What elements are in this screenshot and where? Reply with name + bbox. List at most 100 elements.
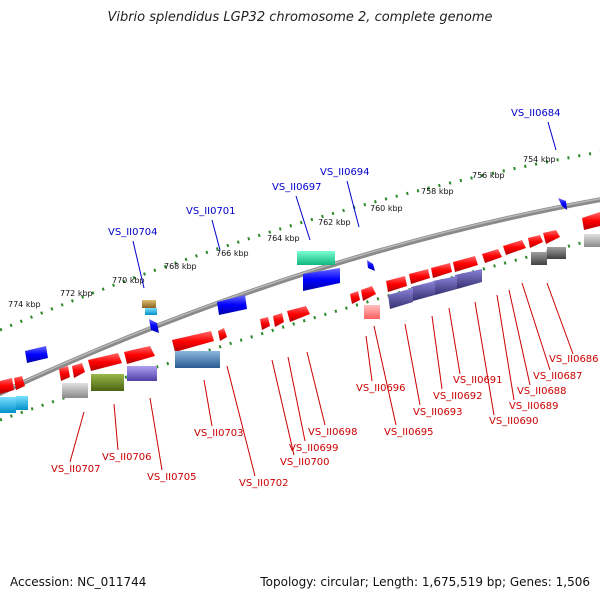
gene-label-bottom[interactable]: VS_II0686 (549, 354, 599, 365)
gene-feature-VS_II0687[interactable] (543, 230, 560, 244)
gene-feature-VS_II0699[interactable] (273, 313, 284, 327)
scale-tick-label: 768 kbp (164, 262, 197, 271)
gene-leader-line (203, 379, 213, 427)
scale-tick-label: 772 kbp (60, 289, 93, 298)
gene-feature-VS_II0691-cog[interactable] (455, 269, 482, 289)
gene-feature-VS_II0689[interactable] (503, 240, 526, 255)
gene-label-bottom[interactable]: VS_II0696 (356, 383, 406, 394)
gene-feature-VS_II0692-cog[interactable] (433, 276, 457, 295)
gene-label-bottom[interactable]: VS_II0691 (453, 375, 503, 386)
chromosome-backbone-highlight (0, 198, 600, 394)
gene-feature-VS_II0688[interactable] (528, 235, 543, 248)
gene-feature-VS_II0705[interactable] (124, 346, 155, 364)
gene-leader-line (474, 301, 495, 416)
gene-feature-VS_II0692[interactable] (431, 263, 452, 278)
accession-text: Accession: NC_011744 (10, 575, 147, 589)
gene-feature-VS_II0684[interactable] (558, 198, 567, 210)
scale-tick-label: 756 kbp (472, 171, 505, 180)
gene-leader-line (149, 397, 163, 471)
gene-leader-line (132, 240, 145, 289)
gene-feature-left-cog-cyan2[interactable] (16, 396, 28, 410)
gene-feature-VS_II0703[interactable] (172, 331, 214, 352)
gene-label-bottom[interactable]: VS_II0693 (413, 407, 463, 418)
gene-features-inner (0, 212, 600, 413)
scale-tick-label: 754 kbp (523, 155, 556, 164)
gene-feature-VS_II0688-cog[interactable] (531, 252, 547, 265)
gene-feature-VS_II0686-arrow[interactable] (582, 212, 600, 230)
gene-leader-line (496, 294, 515, 401)
gene-leader-line (521, 282, 551, 371)
gene-feature-left-red-a[interactable] (0, 378, 14, 394)
gene-label-top[interactable]: VS_II0694 (320, 167, 370, 178)
scale-track-outer (0, 150, 600, 332)
scale-tick-label: 760 kbp (370, 204, 403, 213)
gene-feature-left-blue[interactable] (25, 346, 48, 363)
gene-feature-VS_II0704-cog2[interactable] (145, 308, 157, 315)
gene-label-bottom[interactable]: VS_II0695 (384, 427, 434, 438)
gene-feature-VS_II0696[interactable] (361, 286, 376, 301)
gene-label-bottom[interactable]: VS_II0689 (509, 401, 559, 412)
gene-feature-VS_II0707b[interactable] (59, 366, 70, 381)
gene-label-bottom[interactable]: VS_II0698 (308, 427, 358, 438)
gene-feature-VS_II0705-cog[interactable] (127, 366, 157, 381)
gene-feature-VS_II0698[interactable] (287, 306, 310, 322)
gene-feature-VS_II0696b[interactable] (350, 291, 360, 304)
gene-label-top[interactable]: VS_II0684 (511, 108, 561, 119)
gene-feature-VS_II0690[interactable] (482, 249, 502, 263)
scale-tick-label: 762 kbp (318, 218, 351, 227)
gene-feature-VS_II0704-cog[interactable] (142, 300, 156, 308)
gene-label-bottom[interactable]: VS_II0705 (147, 472, 197, 483)
gene-feature-VS_II0694[interactable] (367, 260, 375, 271)
gene-leader-line (546, 282, 574, 355)
gene-label-bottom[interactable]: VS_II0707 (51, 464, 101, 475)
gene-leader-line (295, 195, 311, 241)
gene-leader-line (287, 356, 306, 442)
gene-label-bottom[interactable]: VS_II0699 (289, 443, 339, 454)
scale-tick-label: 766 kbp (216, 249, 249, 258)
gene-feature-VS_II0703-cog[interactable] (175, 351, 220, 368)
gene-leader-line (306, 351, 326, 426)
gene-label-top[interactable]: VS_II0697 (272, 182, 322, 193)
gene-feature-VS_II0700[interactable] (260, 317, 270, 330)
scale-tick-label: 758 kbp (421, 187, 454, 196)
gene-label-bottom[interactable]: VS_II0703 (194, 428, 244, 439)
gene-feature-VS_II0695[interactable] (386, 276, 407, 292)
gene-feature-VS_II0706[interactable] (88, 353, 122, 371)
genome-summary-text: Topology: circular; Length: 1,675,519 bp… (260, 575, 590, 589)
gene-label-top[interactable]: VS_II0704 (108, 227, 158, 238)
gene-feature-VS_II0695-cog[interactable] (388, 288, 413, 309)
gene-feature-VS_II0693-cog[interactable] (411, 281, 435, 301)
gene-leader-line (365, 335, 373, 382)
gene-leader-line (404, 323, 421, 406)
scale-tick-label: 764 kbp (267, 234, 300, 243)
scale-ticks: 754 kbp 756 kbp 758 kbp 760 kbp 762 kbp 764 k… (8, 155, 556, 309)
gene-feature-VS_II0706-cog[interactable] (91, 374, 124, 391)
gene-feature-VS_II0701[interactable] (217, 295, 247, 315)
gene-feature-VS_II0704[interactable] (149, 319, 159, 333)
gene-label-bottom[interactable]: VS_II0687 (533, 371, 583, 382)
gene-features (25, 198, 567, 363)
gene-feature-VS_II0687-cog[interactable] (547, 247, 566, 259)
gene-leader-line (373, 325, 397, 426)
gene-feature-VS_II0697[interactable] (303, 268, 340, 291)
gene-feature-VS_II0707-cog[interactable] (62, 383, 88, 398)
gene-feature-VS_II0696-cog[interactable] (364, 305, 380, 319)
gene-leader-line (346, 180, 360, 228)
gene-feature-VS_II0693[interactable] (409, 269, 430, 284)
gene-label-bottom[interactable]: VS_II0700 (280, 457, 330, 468)
gene-label-top[interactable]: VS_II0701 (186, 206, 236, 217)
gene-feature-VS_II0691[interactable] (453, 256, 478, 272)
scale-track-inner (0, 236, 600, 422)
gene-leader-line (547, 121, 557, 151)
gene-label-bottom[interactable]: VS_II0706 (102, 452, 152, 463)
gene-label-bottom[interactable]: VS_II0702 (239, 478, 289, 489)
gene-feature-VS_II0707[interactable] (72, 363, 85, 378)
gene-feature-left-red-b[interactable] (14, 376, 25, 390)
gene-feature-VS_II0697-rna[interactable] (297, 251, 335, 265)
gene-label-bottom[interactable]: VS_II0688 (517, 386, 567, 397)
gene-label-bottom[interactable]: VS_II0690 (489, 416, 539, 427)
gene-feature-VS_II0702[interactable] (218, 328, 227, 341)
gene-label-bottom[interactable]: VS_II0692 (433, 391, 483, 402)
gene-feature-left-cog-cyan[interactable] (0, 397, 16, 413)
gene-feature-VS_II0686-cog[interactable] (584, 234, 600, 247)
